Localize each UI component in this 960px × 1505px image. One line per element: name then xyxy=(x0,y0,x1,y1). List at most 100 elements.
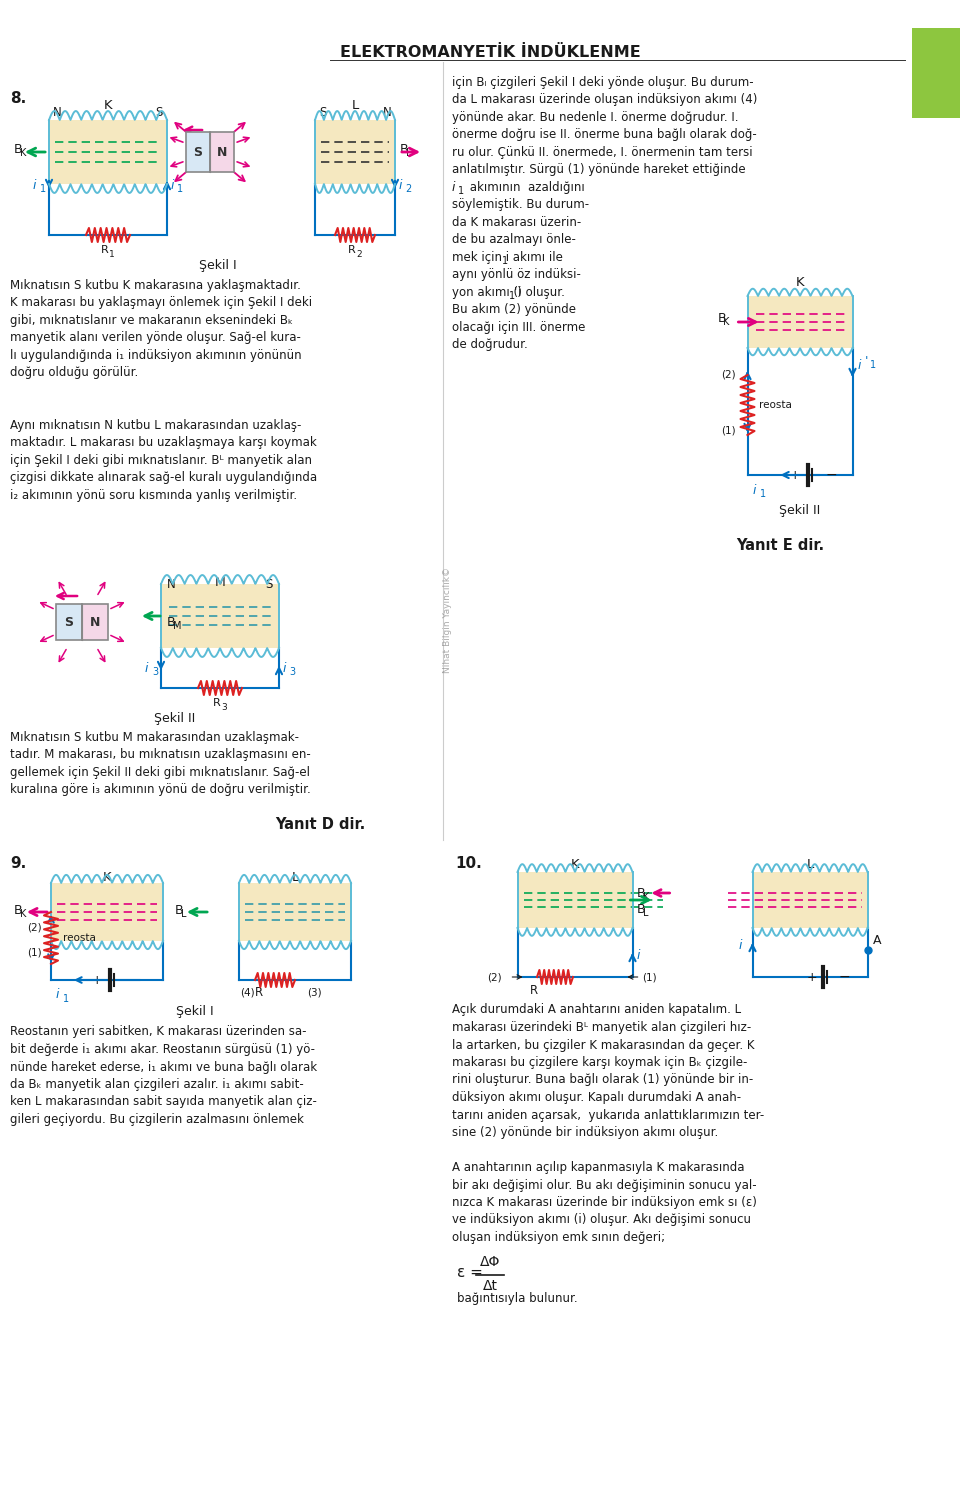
Text: S: S xyxy=(64,616,74,629)
Text: tadır. M makarası, bu mıknatısın uzaklaşmasını en-: tadır. M makarası, bu mıknatısın uzaklaş… xyxy=(10,748,311,762)
Text: (2): (2) xyxy=(722,369,736,379)
Bar xyxy=(753,871,868,929)
Text: reosta: reosta xyxy=(63,933,96,944)
Text: akımı ile: akımı ile xyxy=(509,250,563,263)
Text: B: B xyxy=(400,143,409,155)
Text: M: M xyxy=(173,622,181,631)
Bar xyxy=(161,584,279,649)
Text: B: B xyxy=(636,886,645,900)
Text: i: i xyxy=(753,483,756,497)
Text: i: i xyxy=(56,989,60,1001)
Text: tarını aniden açarsak,  yukarıda anlattıklarımızın ter-: tarını aniden açarsak, yukarıda anlattık… xyxy=(452,1109,764,1121)
Text: K: K xyxy=(103,870,111,883)
Text: +: + xyxy=(790,468,801,482)
Text: Şekil II: Şekil II xyxy=(780,504,821,516)
Text: B: B xyxy=(636,903,645,915)
Bar xyxy=(56,604,82,640)
Text: L: L xyxy=(292,870,299,883)
Text: Şekil II: Şekil II xyxy=(155,712,196,724)
Text: +: + xyxy=(92,974,103,986)
Text: −: − xyxy=(839,971,851,984)
Text: S: S xyxy=(194,146,203,158)
Text: (1): (1) xyxy=(642,972,658,981)
Text: −: − xyxy=(126,974,137,987)
Text: bağıntısıyla bulunur.: bağıntısıyla bulunur. xyxy=(457,1291,578,1305)
Text: R: R xyxy=(255,986,263,999)
Text: (1): (1) xyxy=(27,947,41,957)
Text: L: L xyxy=(351,98,359,111)
Text: K: K xyxy=(570,858,579,870)
Text: i: i xyxy=(33,179,36,191)
Text: olacağı için III. önerme: olacağı için III. önerme xyxy=(452,321,586,334)
Text: K makarası bu yaklaşmayı önlemek için Şekil I deki: K makarası bu yaklaşmayı önlemek için Şe… xyxy=(10,296,312,309)
Text: gellemek için Şekil II deki gibi mıknatıslanır. Sağ-el: gellemek için Şekil II deki gibi mıknatı… xyxy=(10,766,310,778)
Text: i: i xyxy=(857,358,861,372)
Text: i: i xyxy=(145,662,149,674)
Text: (2): (2) xyxy=(27,923,41,932)
Text: B: B xyxy=(717,312,726,325)
Text: ε =: ε = xyxy=(457,1266,483,1279)
Text: R: R xyxy=(213,698,221,707)
Text: K: K xyxy=(796,275,804,289)
Text: anlatılmıştır. Sürgü (1) yönünde hareket ettiğinde: anlatılmıştır. Sürgü (1) yönünde hareket… xyxy=(452,163,746,176)
Text: Mıknatısın S kutbu K makarasına yaklaşmaktadır.: Mıknatısın S kutbu K makarasına yaklaşma… xyxy=(10,278,300,292)
Text: K: K xyxy=(104,98,112,111)
Bar xyxy=(748,296,852,348)
Text: R: R xyxy=(530,983,539,996)
Text: önerme doğru ise II. önerme buna bağlı olarak doğ-: önerme doğru ise II. önerme buna bağlı o… xyxy=(452,128,756,141)
Bar xyxy=(186,132,210,172)
Text: ') oluşur.: ') oluşur. xyxy=(514,286,564,298)
Text: da Bₖ manyetik alan çizgileri azalır. i₁ akımı sabit-: da Bₖ manyetik alan çizgileri azalır. i₁… xyxy=(10,1078,303,1091)
Text: A anahtarının açılıp kapanmasıyla K makarasında: A anahtarının açılıp kapanmasıyla K maka… xyxy=(452,1160,745,1174)
Text: B: B xyxy=(14,903,23,917)
Text: 1: 1 xyxy=(759,489,766,500)
Text: N: N xyxy=(90,616,100,629)
Text: S: S xyxy=(156,105,162,119)
Text: Açık durumdaki A anahtarını aniden kapatalım. L: Açık durumdaki A anahtarını aniden kapat… xyxy=(452,1004,741,1016)
Text: 9.: 9. xyxy=(10,855,26,870)
Text: de doğrudur.: de doğrudur. xyxy=(452,339,528,351)
Text: Δt: Δt xyxy=(483,1279,497,1293)
Text: Mıknatısın S kutbu M makarasından uzaklaşmak-: Mıknatısın S kutbu M makarasından uzakla… xyxy=(10,730,299,743)
Text: 1: 1 xyxy=(509,290,516,301)
Text: Şekil I: Şekil I xyxy=(177,1005,214,1019)
Text: i: i xyxy=(399,179,402,191)
Text: la artarken, bu çizgiler K makarasından da geçer. K: la artarken, bu çizgiler K makarasından … xyxy=(452,1038,755,1052)
Text: A: A xyxy=(873,933,881,947)
Text: 9: 9 xyxy=(925,59,947,87)
Text: makarası üzerindeki Bᴸ manyetik alan çizgileri hız-: makarası üzerindeki Bᴸ manyetik alan çiz… xyxy=(452,1020,752,1034)
Text: K: K xyxy=(724,318,730,327)
Text: çizgisi dikkate alınarak sağ-el kuralı uygulandığında: çizgisi dikkate alınarak sağ-el kuralı u… xyxy=(10,471,317,485)
Text: ken L makarasından sabit sayıda manyetik alan çiz-: ken L makarasından sabit sayıda manyetik… xyxy=(10,1096,317,1109)
Text: 1: 1 xyxy=(63,993,69,1004)
Text: ru olur. Çünkü II. önermede, I. önermenin tam tersi: ru olur. Çünkü II. önermede, I. önermeni… xyxy=(452,146,753,158)
Text: L: L xyxy=(181,909,186,920)
Text: N: N xyxy=(383,105,392,119)
Text: Nihat Bilgin Yayıncılık©: Nihat Bilgin Yayıncılık© xyxy=(444,567,452,673)
Text: K: K xyxy=(642,892,649,901)
Text: 1: 1 xyxy=(109,250,115,259)
Text: (2): (2) xyxy=(488,972,502,981)
Bar xyxy=(51,883,163,941)
Text: 8.: 8. xyxy=(10,90,26,105)
Text: akımının  azaldığını: akımının azaldığını xyxy=(466,181,585,194)
Text: B: B xyxy=(167,616,176,629)
Text: oluşan indüksiyon emk sının değeri;: oluşan indüksiyon emk sının değeri; xyxy=(452,1231,665,1245)
Text: söylemiştik. Bu durum-: söylemiştik. Bu durum- xyxy=(452,199,589,211)
Text: düksiyon akımı oluşur. Kapalı durumdaki A anah-: düksiyon akımı oluşur. Kapalı durumdaki … xyxy=(452,1091,741,1105)
Bar xyxy=(49,120,167,184)
Text: kuralına göre i₃ akımının yönü de doğru verilmiştir.: kuralına göre i₃ akımının yönü de doğru … xyxy=(10,783,311,796)
Text: Bu akım (2) yönünde: Bu akım (2) yönünde xyxy=(452,303,576,316)
Text: (1): (1) xyxy=(722,424,736,435)
Text: M: M xyxy=(215,575,226,588)
Text: de bu azalmayı önle-: de bu azalmayı önle- xyxy=(452,233,576,245)
Text: 2: 2 xyxy=(405,184,411,194)
Text: da K makarası üzerin-: da K makarası üzerin- xyxy=(452,215,581,229)
Text: ΔΦ: ΔΦ xyxy=(480,1255,500,1270)
Text: K: K xyxy=(20,147,26,158)
Text: rini oluşturur. Buna bağlı olarak (1) yönünde bir in-: rini oluşturur. Buna bağlı olarak (1) yö… xyxy=(452,1073,754,1087)
Text: L: L xyxy=(642,908,648,918)
Text: 3: 3 xyxy=(221,703,227,712)
Text: gileri geçiyordu. Bu çizgilerin azalmasını önlemek: gileri geçiyordu. Bu çizgilerin azalması… xyxy=(10,1114,304,1126)
Bar xyxy=(517,871,633,929)
